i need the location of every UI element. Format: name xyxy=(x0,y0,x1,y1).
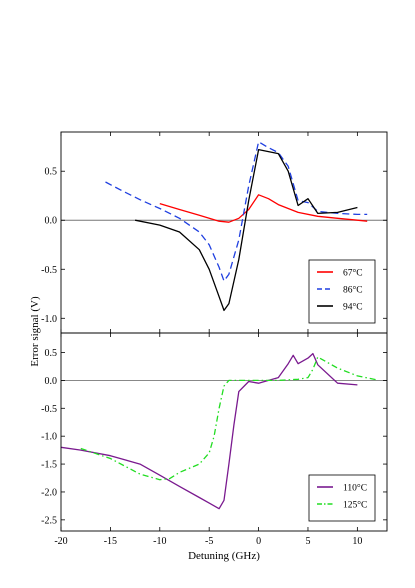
xtick-label: -10 xyxy=(153,536,166,547)
top-ytick-label: -0.5 xyxy=(41,265,57,276)
xtick-label: -20 xyxy=(54,536,67,547)
top-legend-label: 86°C xyxy=(343,285,363,296)
plot-frame xyxy=(60,131,388,532)
xtick-label: 5 xyxy=(305,536,310,547)
top-series-line xyxy=(159,194,368,223)
bottom-ytick-label: -2.5 xyxy=(41,515,57,526)
top-legend-label: 94°C xyxy=(343,302,363,313)
top-series-line xyxy=(134,148,358,312)
xtick-label: -5 xyxy=(205,536,213,547)
bottom-legend-label: 125°C xyxy=(343,500,367,511)
top-ytick-label: 0.0 xyxy=(45,216,58,227)
top-ytick-label: -1.0 xyxy=(41,314,57,325)
top-legend-box xyxy=(308,259,376,324)
x-axis-label: Detuning (GHz) xyxy=(188,550,260,562)
xtick-label: 10 xyxy=(352,536,362,547)
bottom-ytick-label: -0.5 xyxy=(41,404,57,415)
bottom-ytick-label: 0.5 xyxy=(45,348,58,359)
y-axis-label: Error signal (V) xyxy=(29,296,41,367)
top-panel: 0.5 0.0 -0.5 -1.0 67°C 86°C 94°C xyxy=(41,132,387,333)
bottom-legend-box xyxy=(308,474,376,522)
bottom-ytick-label: -1.0 xyxy=(41,432,57,443)
top-ytick-label: 0.5 xyxy=(45,167,58,178)
bottom-ytick-label: -2.0 xyxy=(41,487,57,498)
bottom-ytick-label: 0.0 xyxy=(45,376,58,387)
bottom-series-line xyxy=(60,352,358,510)
bottom-ytick-label: -1.5 xyxy=(41,460,57,471)
bottom-panel: 0.5 0.0 -0.5 -1.0 -1.5 -2.0 -2.5 -20 -15 -10 -5 0 5 1… xyxy=(41,333,387,547)
xtick-label: -15 xyxy=(104,536,117,547)
bottom-series-line xyxy=(80,356,378,481)
xtick-label: 0 xyxy=(256,536,261,547)
top-legend-label: 67°C xyxy=(343,268,363,279)
bottom-legend-label: 110°C xyxy=(343,483,367,494)
